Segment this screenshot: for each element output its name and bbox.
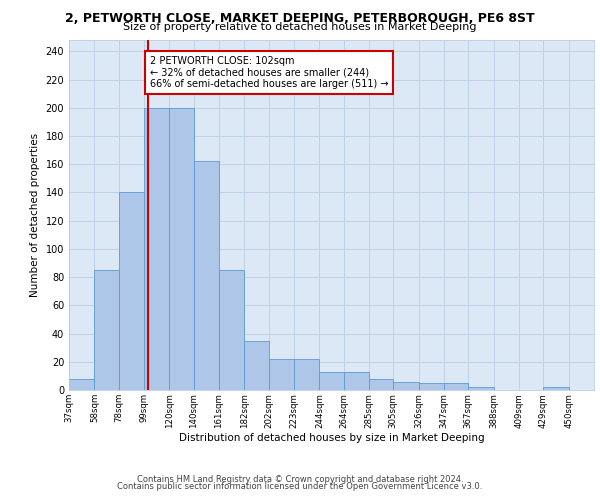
Bar: [94, 270, 119, 390]
Bar: [393, 382, 419, 390]
Bar: [144, 108, 169, 390]
Bar: [244, 340, 269, 390]
Bar: [369, 378, 393, 390]
Bar: [319, 372, 344, 390]
Bar: [419, 383, 444, 390]
Y-axis label: Number of detached properties: Number of detached properties: [30, 133, 40, 297]
Bar: [69, 378, 94, 390]
Bar: [294, 359, 319, 390]
Bar: [194, 162, 219, 390]
Bar: [269, 359, 294, 390]
Bar: [344, 372, 369, 390]
Bar: [119, 192, 144, 390]
X-axis label: Distribution of detached houses by size in Market Deeping: Distribution of detached houses by size …: [179, 433, 484, 443]
Bar: [219, 270, 244, 390]
Bar: [468, 387, 494, 390]
Bar: [543, 387, 569, 390]
Bar: [444, 383, 468, 390]
Text: Contains public sector information licensed under the Open Government Licence v3: Contains public sector information licen…: [118, 482, 482, 491]
Text: 2 PETWORTH CLOSE: 102sqm
← 32% of detached houses are smaller (244)
66% of semi-: 2 PETWORTH CLOSE: 102sqm ← 32% of detach…: [150, 56, 389, 88]
Bar: [169, 108, 194, 390]
Text: Size of property relative to detached houses in Market Deeping: Size of property relative to detached ho…: [123, 22, 477, 32]
Text: 2, PETWORTH CLOSE, MARKET DEEPING, PETERBOROUGH, PE6 8ST: 2, PETWORTH CLOSE, MARKET DEEPING, PETER…: [65, 12, 535, 26]
Text: Contains HM Land Registry data © Crown copyright and database right 2024.: Contains HM Land Registry data © Crown c…: [137, 475, 463, 484]
